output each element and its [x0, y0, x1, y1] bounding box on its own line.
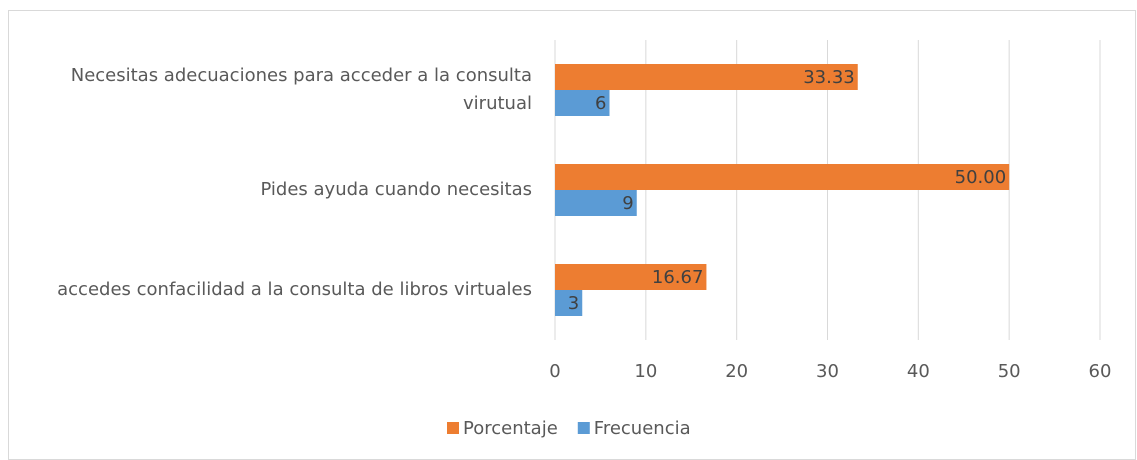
x-tick-label: 40 [907, 361, 930, 382]
bar [555, 290, 583, 316]
x-tick-label: 0 [549, 361, 560, 382]
category-label: accedes confacilidad a la consulta de li… [57, 279, 532, 300]
data-label: 3 [568, 293, 579, 314]
legend-label: Porcentaje [463, 418, 558, 439]
category-label: Necesitas adecuaciones para acceder a la… [70, 65, 532, 114]
x-tick-label: 30 [816, 361, 839, 382]
x-tick-label: 50 [998, 361, 1021, 382]
data-label: 50.00 [955, 167, 1007, 188]
bar [555, 164, 1010, 190]
bar [555, 64, 858, 90]
x-tick-label: 10 [634, 361, 657, 382]
legend-swatch [577, 422, 590, 434]
data-label: 33.33 [803, 67, 855, 88]
data-label: 6 [595, 93, 606, 114]
legend-swatch [447, 422, 459, 434]
data-label: 16.67 [652, 267, 704, 288]
x-tick-label: 20 [725, 361, 748, 382]
data-label: 9 [622, 193, 633, 214]
legend-label: Frecuencia [594, 418, 691, 439]
bar [555, 264, 707, 290]
category-label: Pides ayuda cuando necesitas [260, 179, 532, 200]
x-tick-label: 60 [1089, 361, 1112, 382]
bar [555, 190, 637, 216]
bar [555, 90, 610, 116]
